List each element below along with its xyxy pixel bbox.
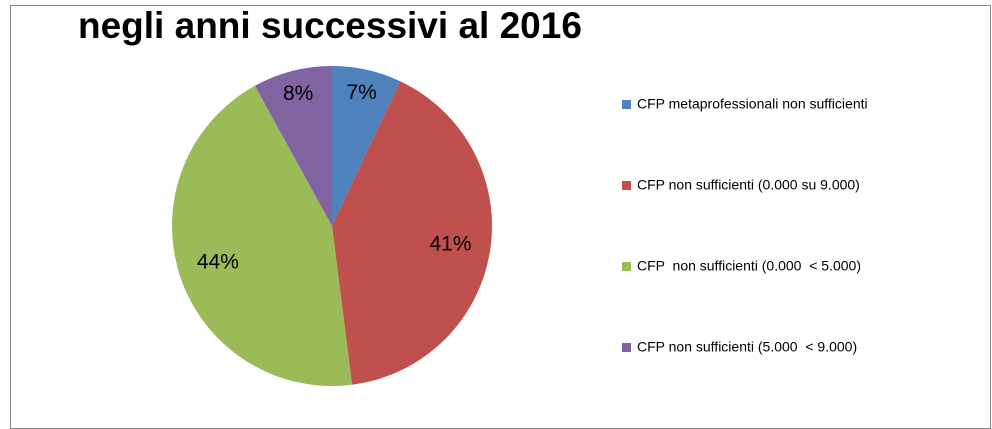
legend-swatch	[622, 262, 631, 271]
legend-label: CFP non sufficienti (0.000 < 5.000)	[637, 258, 861, 274]
legend-label: CFP metaprofessionali non sufficienti	[637, 96, 868, 112]
data-label: 44%	[197, 251, 239, 274]
legend-label: CFP non sufficienti (0.000 su 9.000)	[637, 177, 860, 193]
legend-swatch	[622, 100, 631, 109]
pie-slice	[172, 85, 353, 387]
chart-title: negli anni successivi al 2016	[78, 5, 582, 46]
pie-slice	[332, 81, 492, 385]
pie-slice	[332, 66, 401, 226]
legend-swatch	[622, 181, 631, 190]
pie-slice	[254, 66, 332, 226]
chart-frame	[10, 5, 991, 429]
data-label: 8%	[283, 82, 313, 105]
legend-label: CFP non sufficienti (5.000 < 9.000)	[637, 339, 857, 355]
data-label: 41%	[430, 232, 472, 255]
data-label: 7%	[346, 81, 376, 104]
legend-swatch	[622, 343, 631, 352]
